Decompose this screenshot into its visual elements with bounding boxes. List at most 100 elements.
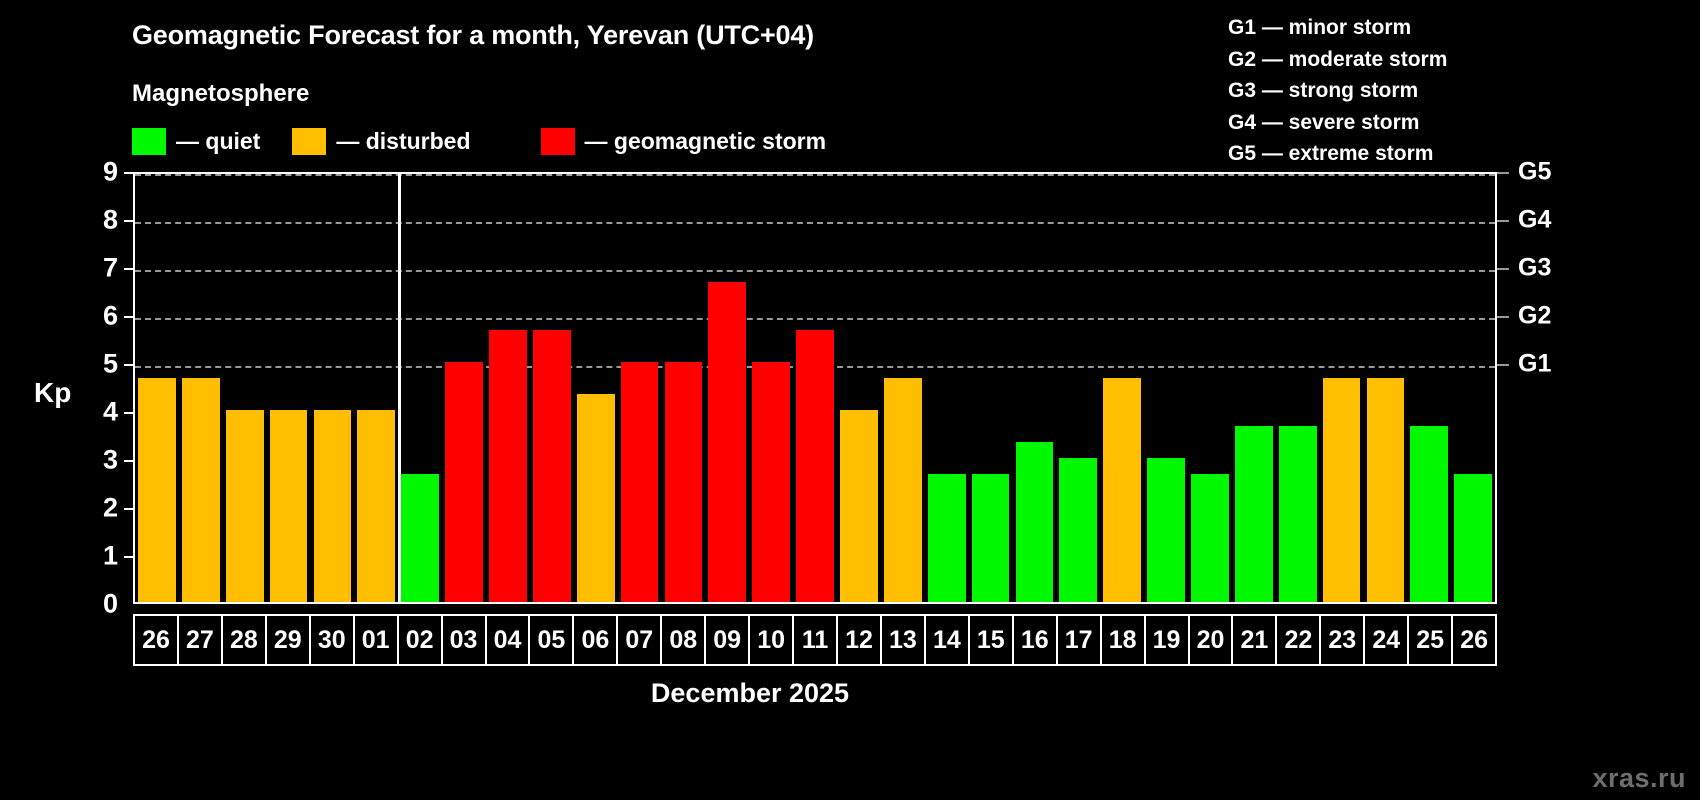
date-cell-22: 22 xyxy=(1277,616,1322,664)
gscale-legend-line-3: G3 — strong storm xyxy=(1228,79,1419,102)
y-tick-label-8: 8 xyxy=(102,204,118,235)
bar-day-15 xyxy=(971,473,1010,602)
y-tick-mark-8 xyxy=(124,220,134,222)
y-tick-mark-3 xyxy=(124,460,134,462)
quiet-swatch xyxy=(132,128,166,155)
date-cell-26: 26 xyxy=(1453,616,1498,664)
magnetosphere-legend: — quiet — disturbed — geomagnetic storm xyxy=(132,128,826,155)
bar-slot xyxy=(574,174,618,602)
bar-day-26 xyxy=(1454,473,1493,602)
g-tick-mark-G3 xyxy=(1497,268,1509,270)
date-cell-11: 11 xyxy=(794,616,838,664)
bar-slot xyxy=(1100,174,1144,602)
y-tick-label-4: 4 xyxy=(102,396,118,427)
date-cell-17: 17 xyxy=(1058,616,1102,664)
bar-slot xyxy=(311,174,355,602)
gridline-kp-7 xyxy=(135,270,1495,272)
bar-day-21 xyxy=(1234,425,1273,602)
bar-slot xyxy=(793,174,837,602)
y-tick-mark-2 xyxy=(124,508,134,510)
bar-day-05 xyxy=(532,329,571,602)
page-title: Geomagnetic Forecast for a month, Yereva… xyxy=(132,20,814,50)
bar-day-29 xyxy=(269,410,308,602)
bar-day-18 xyxy=(1103,377,1142,602)
g-tick-mark-G2 xyxy=(1497,316,1509,318)
bar-day-30 xyxy=(313,410,352,602)
storm-swatch xyxy=(540,128,575,155)
gscale-legend-line-4: G4 — severe storm xyxy=(1228,110,1420,134)
date-cell-20: 20 xyxy=(1190,616,1234,664)
gridline-kp-6 xyxy=(135,318,1495,320)
bar-day-04 xyxy=(489,329,527,602)
date-cell-21: 21 xyxy=(1233,616,1278,664)
x-axis-caption: December 2025 xyxy=(650,678,850,708)
legend-label: — quiet xyxy=(176,128,261,154)
date-cell-12: 12 xyxy=(838,616,882,664)
date-cell-07: 07 xyxy=(618,616,663,664)
gridline-kp-9 xyxy=(135,174,1495,176)
date-cell-18: 18 xyxy=(1102,616,1146,664)
bar-slot xyxy=(1013,174,1057,602)
g-tick-mark-G4 xyxy=(1497,220,1509,222)
bar-day-25 xyxy=(1410,425,1449,602)
g-tick-mark-G1 xyxy=(1497,364,1509,366)
bar-slot xyxy=(1144,174,1188,602)
g-tick-mark-G5 xyxy=(1497,172,1509,174)
bar-day-20 xyxy=(1191,473,1229,602)
legend-label: — geomagnetic storm xyxy=(584,128,827,154)
y-tick-label-3: 3 xyxy=(102,444,118,475)
bar-slot xyxy=(1320,174,1364,602)
legend-heading: Magnetosphere xyxy=(132,80,310,107)
bar-day-09 xyxy=(708,281,747,602)
date-cell-10: 10 xyxy=(750,616,795,664)
bar-slot xyxy=(530,174,574,602)
bar-day-19 xyxy=(1147,458,1185,602)
g-tick-label-G3: G3 xyxy=(1518,253,1552,282)
date-cell-13: 13 xyxy=(882,616,926,664)
bar-slot xyxy=(135,174,179,602)
y-tick-mark-6 xyxy=(124,316,134,318)
bar-day-06 xyxy=(576,394,615,602)
bar-day-16 xyxy=(1015,442,1054,602)
legend-item-quiet: — quiet xyxy=(132,128,260,155)
y-tick-mark-4 xyxy=(124,412,134,414)
bar-slot xyxy=(749,174,793,602)
bar-series xyxy=(135,174,1495,602)
date-cell-15: 15 xyxy=(970,616,1014,664)
bar-day-14 xyxy=(927,473,966,602)
date-cell-02: 02 xyxy=(399,616,443,664)
gscale-legend-line-2: G2 — moderate storm xyxy=(1228,47,1448,71)
bar-day-07 xyxy=(620,362,659,602)
date-cell-03: 03 xyxy=(443,616,487,664)
bar-day-24 xyxy=(1366,377,1405,602)
y-tick-label-7: 7 xyxy=(102,252,118,283)
bar-day-27 xyxy=(181,377,220,602)
bar-slot xyxy=(969,174,1013,602)
g-tick-label-G4: G4 xyxy=(1518,205,1552,234)
date-cell-08: 08 xyxy=(662,616,707,664)
gridline-kp-8 xyxy=(135,222,1495,224)
bar-day-28 xyxy=(225,410,264,602)
y-tick-label-1: 1 xyxy=(102,540,118,571)
y-tick-mark-5 xyxy=(124,364,134,366)
plot-inner xyxy=(135,174,1495,602)
date-cell-30: 30 xyxy=(311,616,355,664)
date-cell-06: 06 xyxy=(574,616,619,664)
bar-day-01 xyxy=(357,410,396,602)
bar-slot xyxy=(1451,174,1495,602)
bar-slot xyxy=(486,174,530,602)
bar-slot xyxy=(662,174,706,602)
date-cell-24: 24 xyxy=(1365,616,1410,664)
y-tick-mark-1 xyxy=(124,556,134,558)
date-cell-29: 29 xyxy=(267,616,311,664)
bar-day-17 xyxy=(1059,458,1098,602)
g-tick-label-G2: G2 xyxy=(1518,301,1552,330)
bar-day-22 xyxy=(1278,425,1317,602)
bar-day-03 xyxy=(445,362,483,602)
date-cell-25: 25 xyxy=(1409,616,1454,664)
date-cell-26: 26 xyxy=(133,616,179,664)
date-cell-04: 04 xyxy=(487,616,531,664)
y-tick-label-2: 2 xyxy=(102,492,118,523)
bar-slot xyxy=(267,174,311,602)
